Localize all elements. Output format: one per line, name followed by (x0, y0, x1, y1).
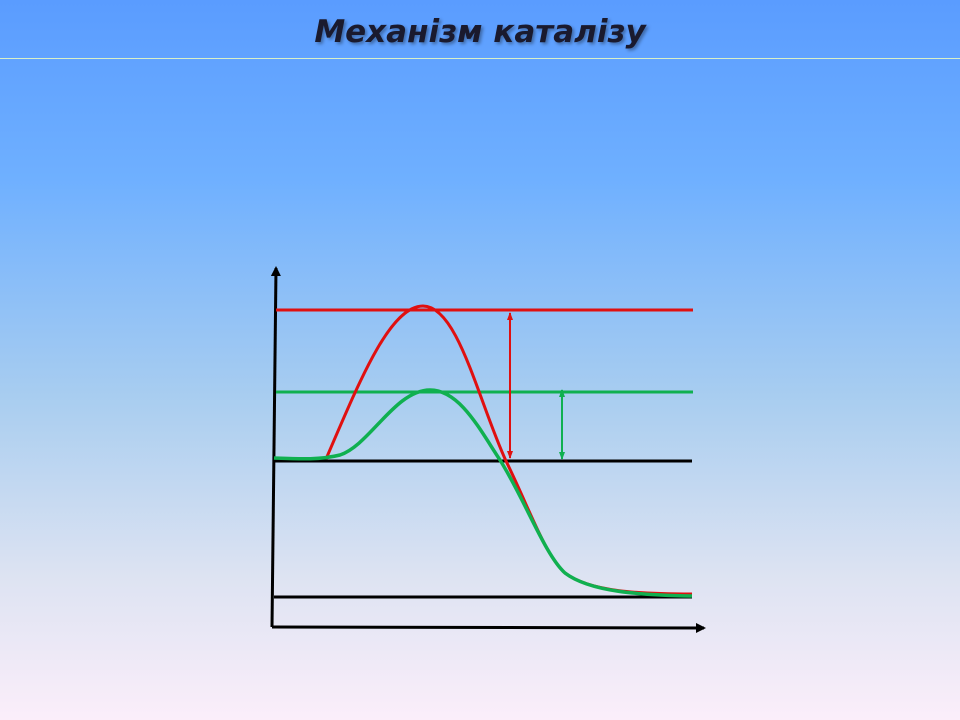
y-axis (270, 266, 281, 628)
slide-title: Механізм каталізу (0, 0, 960, 59)
curve-catalyzed (273, 388, 693, 598)
x-axis (271, 622, 706, 633)
